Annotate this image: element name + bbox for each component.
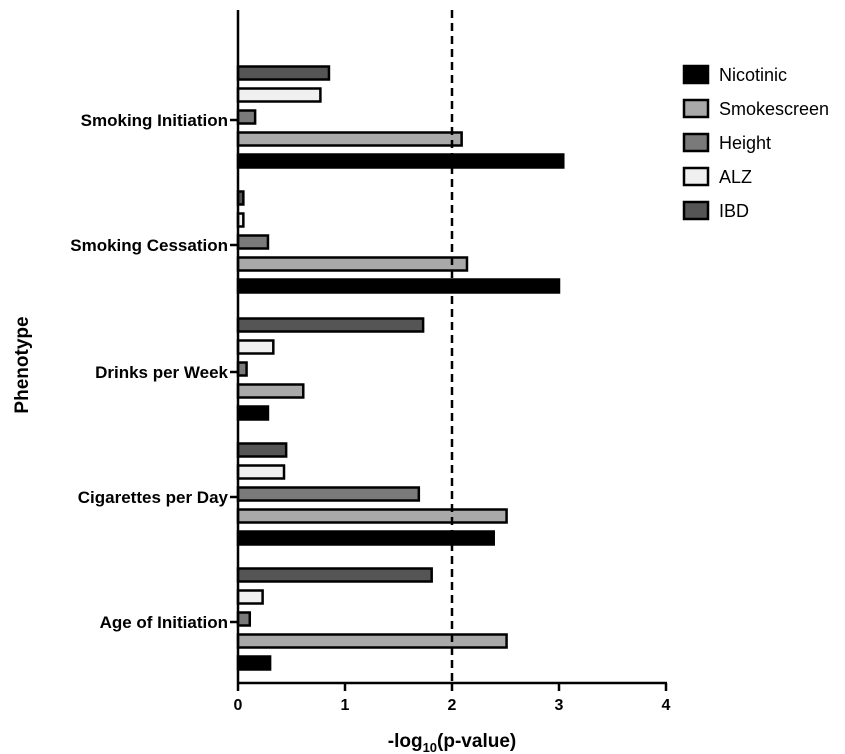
legend-label-alz: ALZ (719, 167, 752, 187)
bar-alz (236, 339, 275, 355)
category-label: Smoking Initiation (81, 111, 228, 130)
bar-smokescreen (236, 131, 463, 147)
legend-swatch-alz (682, 166, 710, 187)
bar-smokescreen (236, 383, 305, 399)
x-tick-label: 3 (555, 697, 564, 714)
category-label: Drinks per Week (95, 363, 228, 382)
bar-smokescreen (236, 508, 508, 524)
bar-nicotinic (236, 530, 495, 546)
bar-smokescreen (236, 256, 469, 272)
bar-alz (236, 87, 322, 103)
bar-ibd (236, 65, 331, 81)
legend-label-ibd: IBD (719, 201, 749, 221)
legend-label-height: Height (719, 133, 771, 153)
bar-height (236, 611, 252, 627)
x-axis-title-subscript: 10 (423, 740, 437, 754)
bar-height (236, 361, 248, 377)
bar-nicotinic (236, 405, 270, 421)
legend-label-smokescreen: Smokescreen (719, 99, 829, 119)
legend-swatch-smokescreen (682, 98, 710, 119)
legend-swatch-ibd (682, 200, 710, 221)
category-label: Smoking Cessation (70, 236, 228, 255)
x-axis-title: -log10(p-value) (388, 731, 516, 754)
legend-label-nicotinic: Nicotinic (719, 65, 787, 85)
bar-height (236, 234, 270, 250)
legend: Nicotinic Smokescreen Height ALZ IBD (682, 64, 829, 221)
bar-nicotinic (236, 655, 272, 671)
y-categories: Smoking Initiation Smoking Cessation Drink… (70, 111, 238, 632)
bar-nicotinic (236, 278, 561, 294)
y-axis-title: Phenotype (12, 316, 33, 413)
bar-ibd (236, 442, 288, 458)
x-ticks: 0 1 2 3 4 (234, 683, 671, 714)
category-label: Cigarettes per Day (78, 488, 229, 507)
bar-ibd (236, 567, 433, 583)
bar-alz (236, 589, 264, 605)
category-label: Age of Initiation (100, 613, 228, 632)
bar-nicotinic (236, 153, 565, 169)
x-tick-label: 2 (448, 697, 457, 714)
x-tick-label: 4 (662, 697, 671, 714)
x-tick-label: 1 (341, 697, 350, 714)
legend-swatch-height (682, 132, 710, 153)
legend-swatch-nicotinic (682, 64, 710, 85)
bar-smokescreen (236, 633, 508, 649)
x-axis-title-prefix: -log (388, 731, 423, 752)
bar-height (236, 486, 421, 502)
x-axis-title-suffix: (p-value) (437, 731, 516, 752)
bar-ibd (236, 317, 425, 333)
x-tick-label: 0 (234, 697, 243, 714)
bar-height (236, 109, 257, 125)
bar-alz (236, 464, 286, 480)
bars-layer (236, 65, 565, 671)
